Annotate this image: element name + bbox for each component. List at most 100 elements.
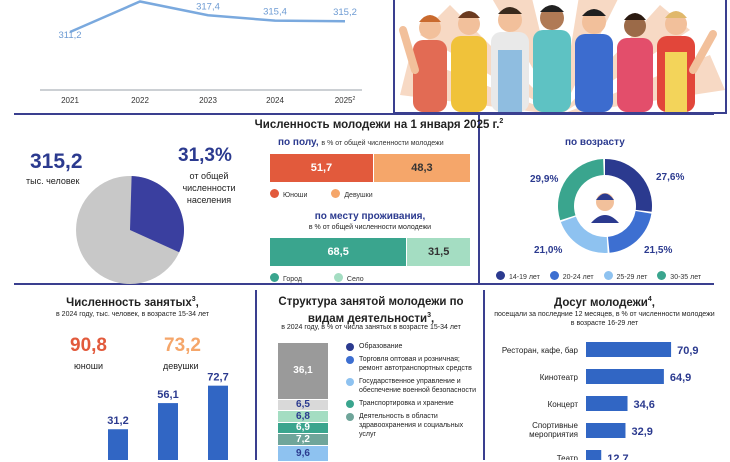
structure-title: Структура занятой молодежи по видам деят…: [278, 296, 464, 325]
structure-legend-item: Торговля оптовая и розничная; ремонт авт…: [346, 355, 476, 373]
legend-dot: [346, 343, 354, 351]
year-tick-label: 2024: [266, 96, 284, 105]
legend-age-14-19: 14-19 лет: [496, 271, 540, 281]
stack-segment: 6,5: [278, 399, 328, 412]
structure-legend-item: Деятельность в области здравоохранения и…: [346, 412, 476, 439]
employed-bar-label: 56,1: [157, 389, 178, 401]
bar-segment: 68,5: [270, 238, 407, 266]
bottom-divider-left: [255, 290, 257, 460]
leisure-bar: [586, 369, 664, 384]
employed-male-value: 90,8: [70, 335, 107, 356]
legend-dot: [346, 413, 354, 421]
employed-title: Численность занятых3,: [66, 296, 199, 309]
leisure-bar-value: 32,9: [631, 426, 652, 438]
leisure-title: Досуг молодежи4,: [554, 296, 655, 309]
age-title: по возрасту: [565, 137, 625, 148]
legend-dot: [346, 400, 354, 408]
legend-female: Девушки: [331, 189, 373, 199]
legend-dot: [346, 378, 354, 386]
gender-legend: Юноши Девушки: [270, 189, 373, 199]
gender-bar: 51,7 48,3: [270, 154, 470, 182]
year-footnote: 2: [353, 96, 356, 102]
age-legend: 14-19 лет 20-24 лет 25-29 лет 30-35 лет: [496, 271, 701, 281]
bar-segment: 48,3: [372, 154, 470, 182]
bottom-divider-right: [483, 290, 485, 460]
donut-slice: [605, 159, 652, 212]
legend-dot: [346, 356, 354, 364]
leisure-bar-value: 64,9: [670, 372, 691, 384]
stack-segment: 36,1: [278, 343, 328, 400]
structure-legend: Образование Торговля оптовая и розничная;…: [346, 342, 476, 443]
youth-count-unit: тыс. человек: [26, 176, 80, 186]
population-line-chart: 311,2 317,4 315,4 315,2 2021 2022 2023 2024 202…: [40, 0, 362, 105]
youth-share-text: от общей численности населения: [182, 171, 236, 205]
structure-legend-item: Транспортировка и хранение: [346, 399, 476, 408]
employed-subtitle: в 2024 году, тыс. человек, в возрасте 15…: [56, 311, 209, 318]
people-group-illustration: [399, 0, 725, 112]
bar-segment: 31,5: [406, 238, 470, 266]
residence-bar: 68,5 31,5: [270, 238, 470, 266]
pie-slice-youth: [130, 176, 184, 253]
leisure-bar-chart: 70,9 Ресторан, кафе, бар 64,9 Кинотеатр 34,6…: [502, 342, 699, 460]
legend-age-30-35: 30-35 лет: [657, 271, 701, 281]
age-label-30-35: 29,9%: [530, 174, 559, 185]
population-line: [69, 0, 346, 34]
donut-slice: [558, 159, 604, 221]
residence-subtitle: в % от общей численности молодежи: [308, 224, 432, 231]
employed-bar-chart: 31,2 56,1 72,7: [107, 372, 229, 460]
bar-segment: 51,7: [270, 154, 373, 182]
youth-count: 315,2: [30, 150, 83, 173]
line-value-label: 311,2: [58, 30, 81, 41]
youth-title: Численность молодежи на 1 января 2025 г.…: [254, 118, 504, 131]
leisure-bar: [586, 423, 626, 438]
legend-text: Деятельность в области здравоохранения и…: [359, 413, 464, 438]
line-value-label: 315,4: [263, 7, 287, 18]
legend-text: Государственное управление и обеспечение…: [359, 378, 476, 394]
leisure-bar-value: 70,9: [677, 345, 698, 357]
structure-legend-item: Образование: [346, 342, 476, 351]
legend-male: Юноши: [270, 189, 307, 199]
line-value-label: 315,2: [333, 7, 357, 18]
legend-age-25-29: 25-29 лет: [603, 271, 647, 281]
year-tick-label: 2022: [131, 96, 149, 105]
stack-segment: 6,9: [278, 422, 328, 435]
legend-age-20-24: 20-24 лет: [549, 271, 594, 281]
youth-illustration: [393, 0, 727, 114]
age-donut: [558, 159, 652, 253]
middle-divider-right: [478, 113, 480, 283]
legend-city: Город: [270, 273, 302, 283]
stack-segment: 6,8: [278, 411, 328, 423]
year-tick-label: 20252: [335, 96, 356, 105]
employed-bar: [158, 403, 178, 460]
bottom-divider: [14, 283, 714, 285]
leisure-category-label: Кинотеатр: [540, 373, 579, 382]
leisure-bar: [586, 450, 602, 460]
leisure-bar: [586, 342, 672, 357]
youth-share: 31,3%: [178, 145, 232, 166]
person-icon: [579, 180, 631, 232]
age-label-20-24: 21,5%: [644, 245, 673, 256]
employed-bar-label: 72,7: [207, 372, 228, 384]
residence-title: по месту проживания,: [314, 211, 426, 222]
structure-stacked-bar: 36,1 6,5 6,8 6,9 7,2 9,6: [278, 343, 328, 462]
legend-text: Образование: [359, 343, 403, 350]
leisure-subtitle: посещали за последние 12 месяцев, в % от…: [494, 311, 715, 327]
residence-legend: Город Село: [270, 273, 364, 283]
legend-text: Торговля оптовая и розничная; ремонт авт…: [359, 356, 472, 372]
employed-bar: [108, 429, 128, 460]
employed-female-value: 73,2: [164, 335, 201, 356]
year-tick-label: 2021: [61, 96, 79, 105]
donut-slice: [607, 211, 652, 253]
age-label-25-29: 21,0%: [534, 245, 563, 256]
employed-bar: [208, 385, 228, 460]
year-tick-label: 2023: [199, 96, 217, 105]
legend-text: Транспортировка и хранение: [359, 400, 454, 407]
line-value-label: 317,4: [196, 1, 220, 12]
gender-title: по полу, в % от общей численности молоде…: [278, 137, 444, 148]
employed-male-label: юноши: [74, 361, 103, 371]
stack-segment: 7,2: [278, 434, 328, 447]
top-divider: [14, 113, 714, 115]
leisure-bar-value: 12,7: [607, 453, 628, 460]
leisure-category-label: Театр: [557, 454, 579, 460]
youth-share-pie: [76, 176, 184, 284]
